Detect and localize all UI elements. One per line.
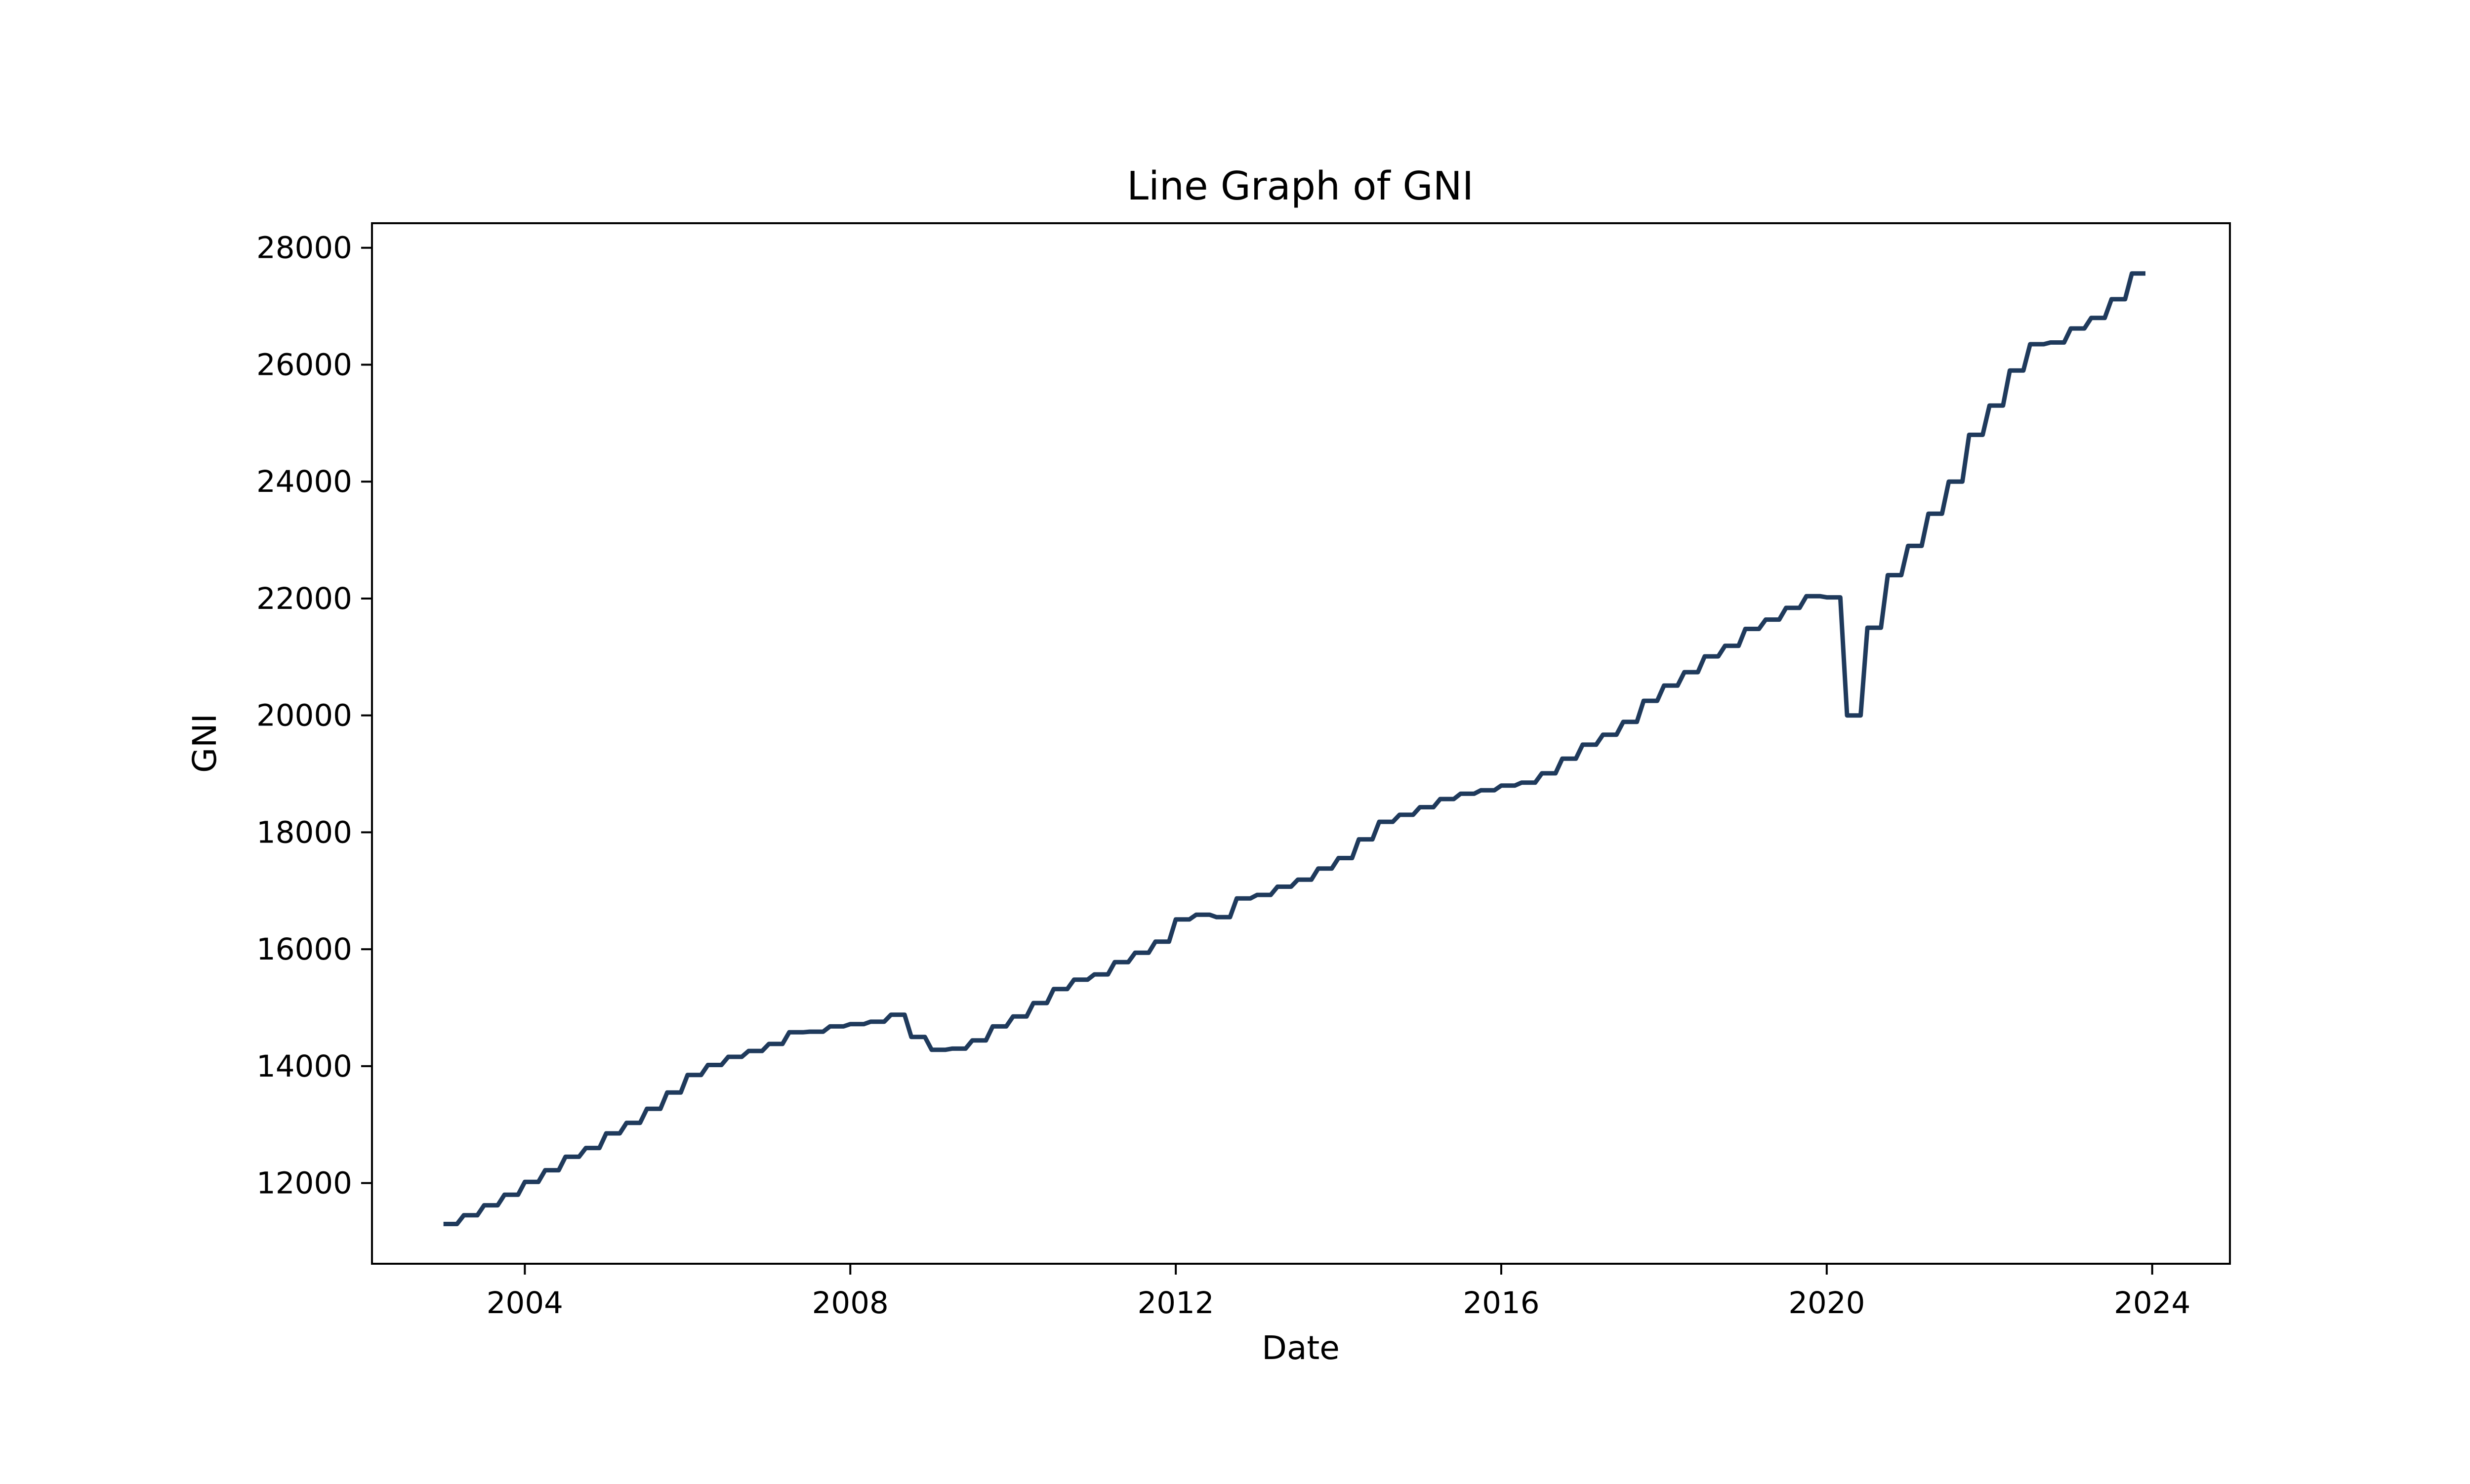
x-axis-label: Date: [1262, 1329, 1340, 1367]
y-tick-label: 20000: [256, 698, 352, 733]
y-tick-label: 24000: [256, 464, 352, 499]
y-tick-label: 18000: [256, 815, 352, 850]
x-tick-label: 2024: [2114, 1285, 2190, 1321]
x-tick-label: 2008: [812, 1285, 889, 1321]
chart-title: Line Graph of GNI: [1127, 163, 1474, 209]
y-axis: 12000 14000 16000 18000 20000 22000 24000 26000…: [256, 231, 372, 1201]
x-axis: 2004 2008 2012 2016 2020 2024: [487, 1264, 2190, 1321]
y-tick-label: 26000: [256, 347, 352, 382]
plot-area-frame: [371, 222, 2231, 1265]
y-tick-label: 12000: [256, 1166, 352, 1201]
y-axis-label: GNI: [186, 714, 224, 773]
y-tick-label: 14000: [256, 1049, 352, 1084]
x-tick-label: 2012: [1137, 1285, 1214, 1321]
x-tick-label: 2004: [487, 1285, 563, 1321]
x-tick-label: 2020: [1788, 1285, 1865, 1321]
gni-series-line: [443, 271, 2145, 1226]
y-tick-label: 28000: [256, 231, 352, 266]
x-tick-label: 2016: [1463, 1285, 1539, 1321]
y-tick-label: 16000: [256, 932, 352, 967]
y-tick-label: 22000: [256, 581, 352, 616]
